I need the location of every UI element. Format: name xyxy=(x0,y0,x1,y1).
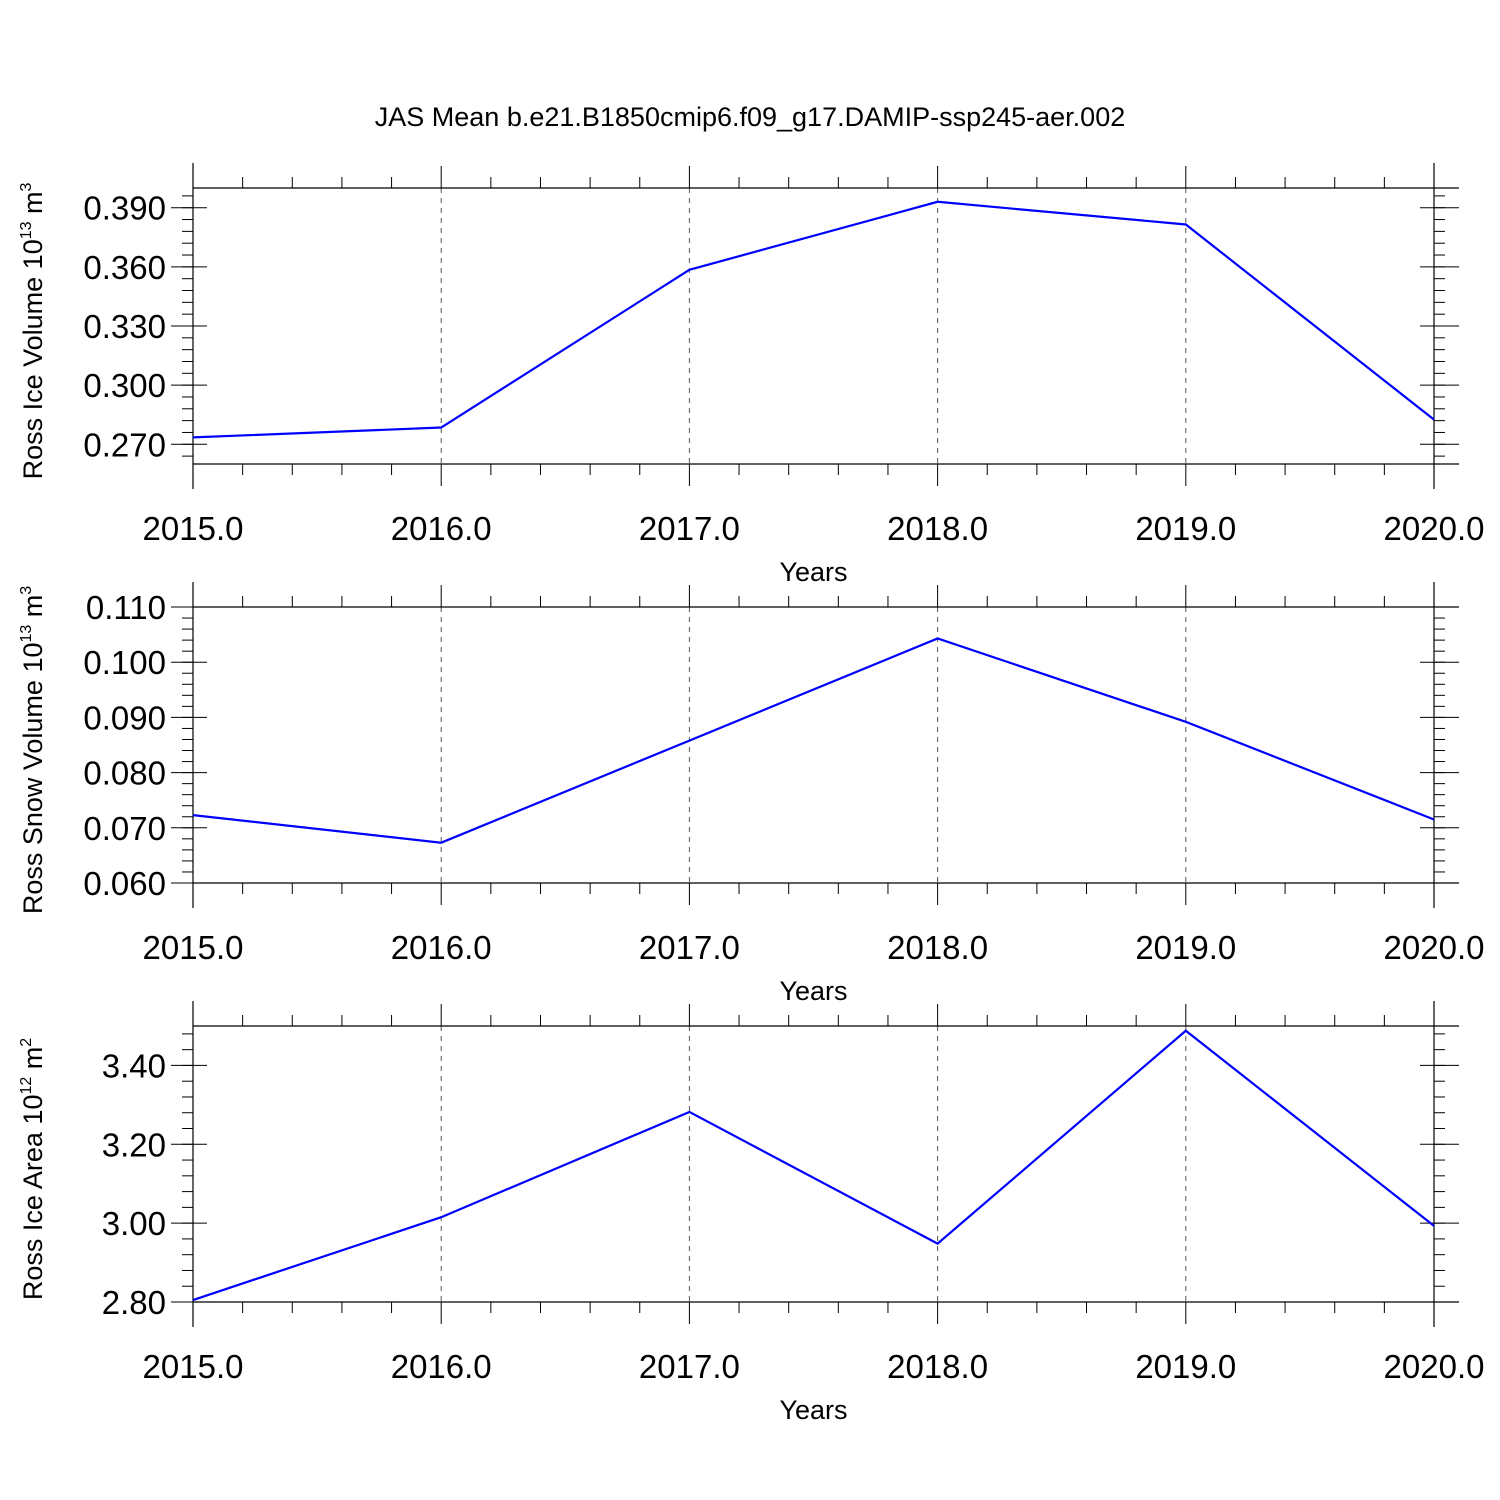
x-tick-label: 2018.0 xyxy=(887,510,988,547)
y-tick-label: 0.080 xyxy=(83,755,166,792)
y-tick-label: 0.110 xyxy=(86,589,166,626)
chart-panel-3: 2.80 3.00 3.20 3.40 2015.0 2016.0 2017.0 2018.0… xyxy=(18,1001,1484,1425)
figure-title: JAS Mean b.e21.B1850cmip6.f09_g17.DAMIP-… xyxy=(375,102,1125,132)
x-tick-label: 2018.0 xyxy=(887,929,988,966)
x-tick-label: 2020.0 xyxy=(1384,510,1485,547)
x-tick-label: 2020.0 xyxy=(1384,929,1485,966)
x-tick-label: 2016.0 xyxy=(391,510,492,547)
y-tick-label: 0.070 xyxy=(83,810,166,847)
y-tick-label: 3.40 xyxy=(102,1047,166,1084)
x-tick-label: 2017.0 xyxy=(639,929,740,966)
y-axis-label: Ross Ice Area 1012 m2 xyxy=(18,1038,48,1300)
y-tick-label: 0.360 xyxy=(83,249,166,286)
series-line-1 xyxy=(192,637,1435,844)
x-tick-label: 2019.0 xyxy=(1135,929,1236,966)
chart-panel-1: 0.270 0.300 0.330 0.360 0.390 2015.0 2016.0 201… xyxy=(18,163,1484,587)
y-axis-label: Ross Snow Volume 1013 m3 xyxy=(18,586,48,914)
x-tick-label: 2019.0 xyxy=(1135,1348,1236,1385)
y-tick-label: 2.80 xyxy=(102,1284,166,1321)
x-tick-label: 2017.0 xyxy=(639,1348,740,1385)
x-tick-label: 2017.0 xyxy=(639,510,740,547)
x-tick-label: 2020.0 xyxy=(1384,1348,1485,1385)
x-axis-label: Years xyxy=(779,976,847,1006)
x-tick-label: 2015.0 xyxy=(143,929,244,966)
x-tick-label: 2015.0 xyxy=(143,510,244,547)
x-axis-label: Years xyxy=(779,1395,847,1425)
y-tick-label: 0.330 xyxy=(83,308,166,345)
chart-panel-2: 0.060 0.070 0.080 0.090 0.100 0.110 2015.0 2016… xyxy=(18,582,1484,1006)
y-tick-label: 0.270 xyxy=(83,426,166,463)
y-tick-label: 3.20 xyxy=(102,1126,166,1163)
y-tick-label: 0.390 xyxy=(83,190,166,227)
x-tick-label: 2016.0 xyxy=(391,1348,492,1385)
series-line-1 xyxy=(192,1029,1435,1302)
x-tick-label: 2018.0 xyxy=(887,1348,988,1385)
series-line-1 xyxy=(192,200,1435,439)
y-tick-label: 0.100 xyxy=(83,644,166,681)
y-tick-label: 0.060 xyxy=(83,865,166,902)
x-tick-label: 2015.0 xyxy=(143,1348,244,1385)
y-axis-label: Ross Ice Volume 1013 m3 xyxy=(18,182,48,479)
y-tick-label: 3.00 xyxy=(102,1205,166,1242)
x-tick-label: 2016.0 xyxy=(391,929,492,966)
x-tick-label: 2019.0 xyxy=(1135,510,1236,547)
x-axis-label: Years xyxy=(779,557,847,587)
y-tick-label: 0.090 xyxy=(83,699,166,736)
y-tick-label: 0.300 xyxy=(83,367,166,404)
